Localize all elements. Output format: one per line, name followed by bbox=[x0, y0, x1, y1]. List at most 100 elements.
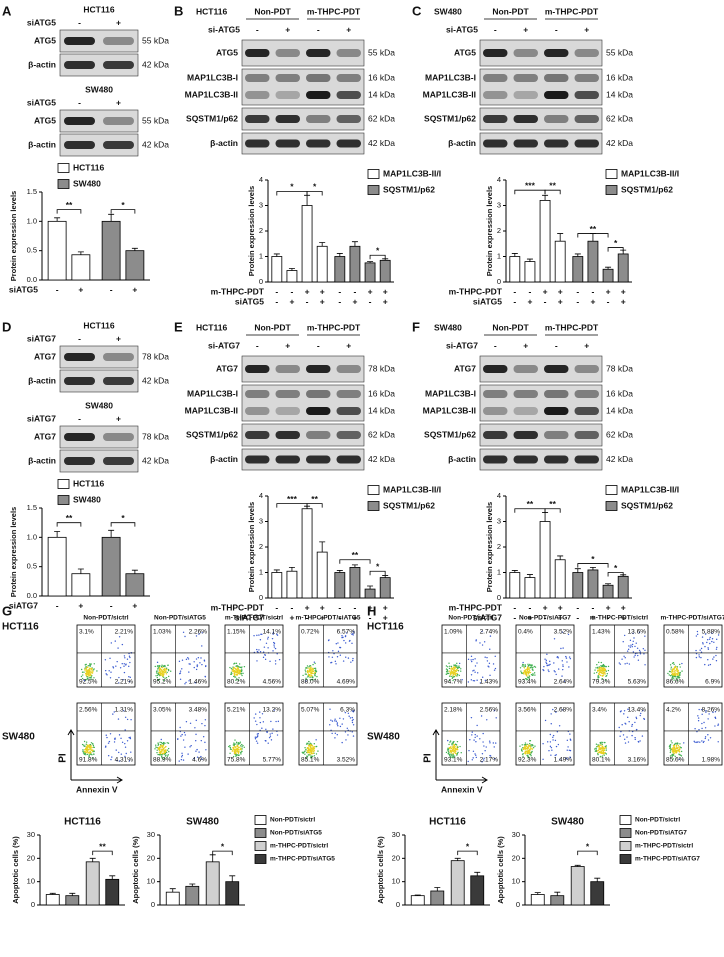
flow-dot bbox=[671, 678, 673, 680]
flow-dot bbox=[236, 668, 239, 670]
panel-letter: A bbox=[2, 3, 12, 18]
flow-dot bbox=[239, 743, 241, 745]
flow-dot bbox=[708, 638, 711, 640]
flow-dot bbox=[678, 663, 681, 666]
band bbox=[336, 74, 361, 82]
flow-dot bbox=[597, 670, 599, 672]
flow-dot bbox=[597, 749, 600, 752]
sign: + bbox=[285, 340, 290, 350]
flow-dot bbox=[602, 675, 604, 677]
flow-dot bbox=[602, 667, 605, 669]
flow-dot bbox=[673, 674, 675, 676]
quadrant-percent: 86.6% bbox=[666, 679, 685, 686]
flow-dot bbox=[256, 634, 258, 637]
quadrant-percent: 2.74% bbox=[480, 629, 499, 636]
flow-dot bbox=[237, 679, 240, 682]
legend-swatch bbox=[605, 185, 618, 195]
flow-dot bbox=[304, 747, 306, 749]
flow-dot bbox=[461, 679, 463, 681]
flow-dot bbox=[304, 753, 306, 755]
flow-dot bbox=[256, 723, 258, 726]
flow-dot bbox=[600, 751, 602, 754]
flow-dot bbox=[446, 672, 449, 674]
flow-dot bbox=[160, 741, 163, 744]
quadrant-percent: 1.49% bbox=[554, 757, 573, 764]
flow-dot bbox=[262, 651, 265, 653]
flow-dot bbox=[697, 717, 700, 719]
quadrant-percent: 94.7% bbox=[444, 679, 463, 686]
flow-dot bbox=[475, 741, 477, 743]
flow-dot bbox=[237, 751, 239, 753]
legend-swatch bbox=[605, 169, 618, 179]
flow-dot bbox=[124, 657, 126, 659]
flow-dot bbox=[472, 658, 474, 661]
flow-dot bbox=[701, 740, 703, 742]
flow-dot bbox=[624, 742, 627, 744]
flow-dot bbox=[471, 734, 473, 736]
flow-dot bbox=[523, 748, 525, 750]
flow-dot bbox=[113, 711, 115, 713]
x-row-label: m-THPC-PDT bbox=[211, 602, 265, 612]
flow-dot bbox=[83, 745, 85, 747]
band bbox=[245, 365, 270, 373]
axis-arrow bbox=[432, 729, 440, 780]
flow-dot bbox=[201, 722, 203, 725]
flow-dot bbox=[237, 746, 240, 749]
sig-bracket bbox=[110, 209, 136, 214]
x-tick-label: - bbox=[592, 602, 595, 612]
flow-dot bbox=[524, 665, 527, 668]
flow-dot bbox=[712, 711, 714, 714]
flow-dot bbox=[449, 740, 452, 742]
sig-bracket bbox=[514, 189, 546, 195]
flow-dot bbox=[445, 671, 448, 673]
flow-dot bbox=[312, 748, 314, 751]
flow-dot bbox=[332, 650, 334, 652]
quadrant-percent: 4.69% bbox=[337, 679, 356, 686]
flow-dot bbox=[123, 663, 125, 665]
flow-dot bbox=[552, 739, 554, 741]
flow-dot bbox=[159, 748, 161, 751]
flow-dot bbox=[482, 741, 484, 743]
sig-label: * bbox=[614, 238, 618, 248]
flow-dot bbox=[643, 653, 645, 655]
flow-dot bbox=[312, 750, 314, 752]
legend-swatch bbox=[367, 185, 380, 195]
flow-dot bbox=[313, 661, 316, 663]
band bbox=[275, 91, 300, 99]
flow-dot bbox=[302, 752, 304, 755]
flow-dot bbox=[631, 643, 634, 646]
bar bbox=[572, 572, 584, 599]
flow-dot bbox=[524, 677, 527, 680]
flow-dot bbox=[677, 750, 680, 752]
flow-dot bbox=[159, 741, 161, 743]
flow-dot bbox=[629, 639, 632, 642]
flow-dot bbox=[552, 736, 554, 739]
flow-dot bbox=[110, 642, 113, 644]
kda: 16 kDa bbox=[606, 388, 633, 398]
flow-dot bbox=[453, 672, 455, 675]
bar bbox=[101, 220, 121, 281]
flow-dot bbox=[88, 671, 91, 673]
flow-dot bbox=[307, 675, 309, 678]
flow-dot bbox=[180, 735, 182, 737]
error-bar bbox=[454, 857, 461, 861]
error-bar bbox=[434, 887, 441, 891]
bar bbox=[602, 584, 614, 599]
blot-strip bbox=[59, 449, 139, 473]
band bbox=[306, 455, 331, 464]
flow-dot bbox=[482, 732, 484, 735]
bar bbox=[105, 878, 120, 906]
flow-dot bbox=[601, 678, 603, 680]
flow-dot bbox=[118, 734, 121, 736]
flow-dot bbox=[82, 750, 84, 753]
flow-dot bbox=[552, 734, 555, 737]
flow-dot bbox=[157, 672, 159, 674]
flow-dot bbox=[162, 674, 165, 676]
sign-label: siATG5 bbox=[27, 97, 56, 107]
error-bar bbox=[273, 253, 280, 257]
flow-dot bbox=[602, 669, 604, 671]
flow-dot bbox=[450, 672, 452, 675]
flow-dot bbox=[310, 750, 312, 752]
error-bar bbox=[414, 894, 421, 896]
flow-dot bbox=[124, 716, 127, 718]
